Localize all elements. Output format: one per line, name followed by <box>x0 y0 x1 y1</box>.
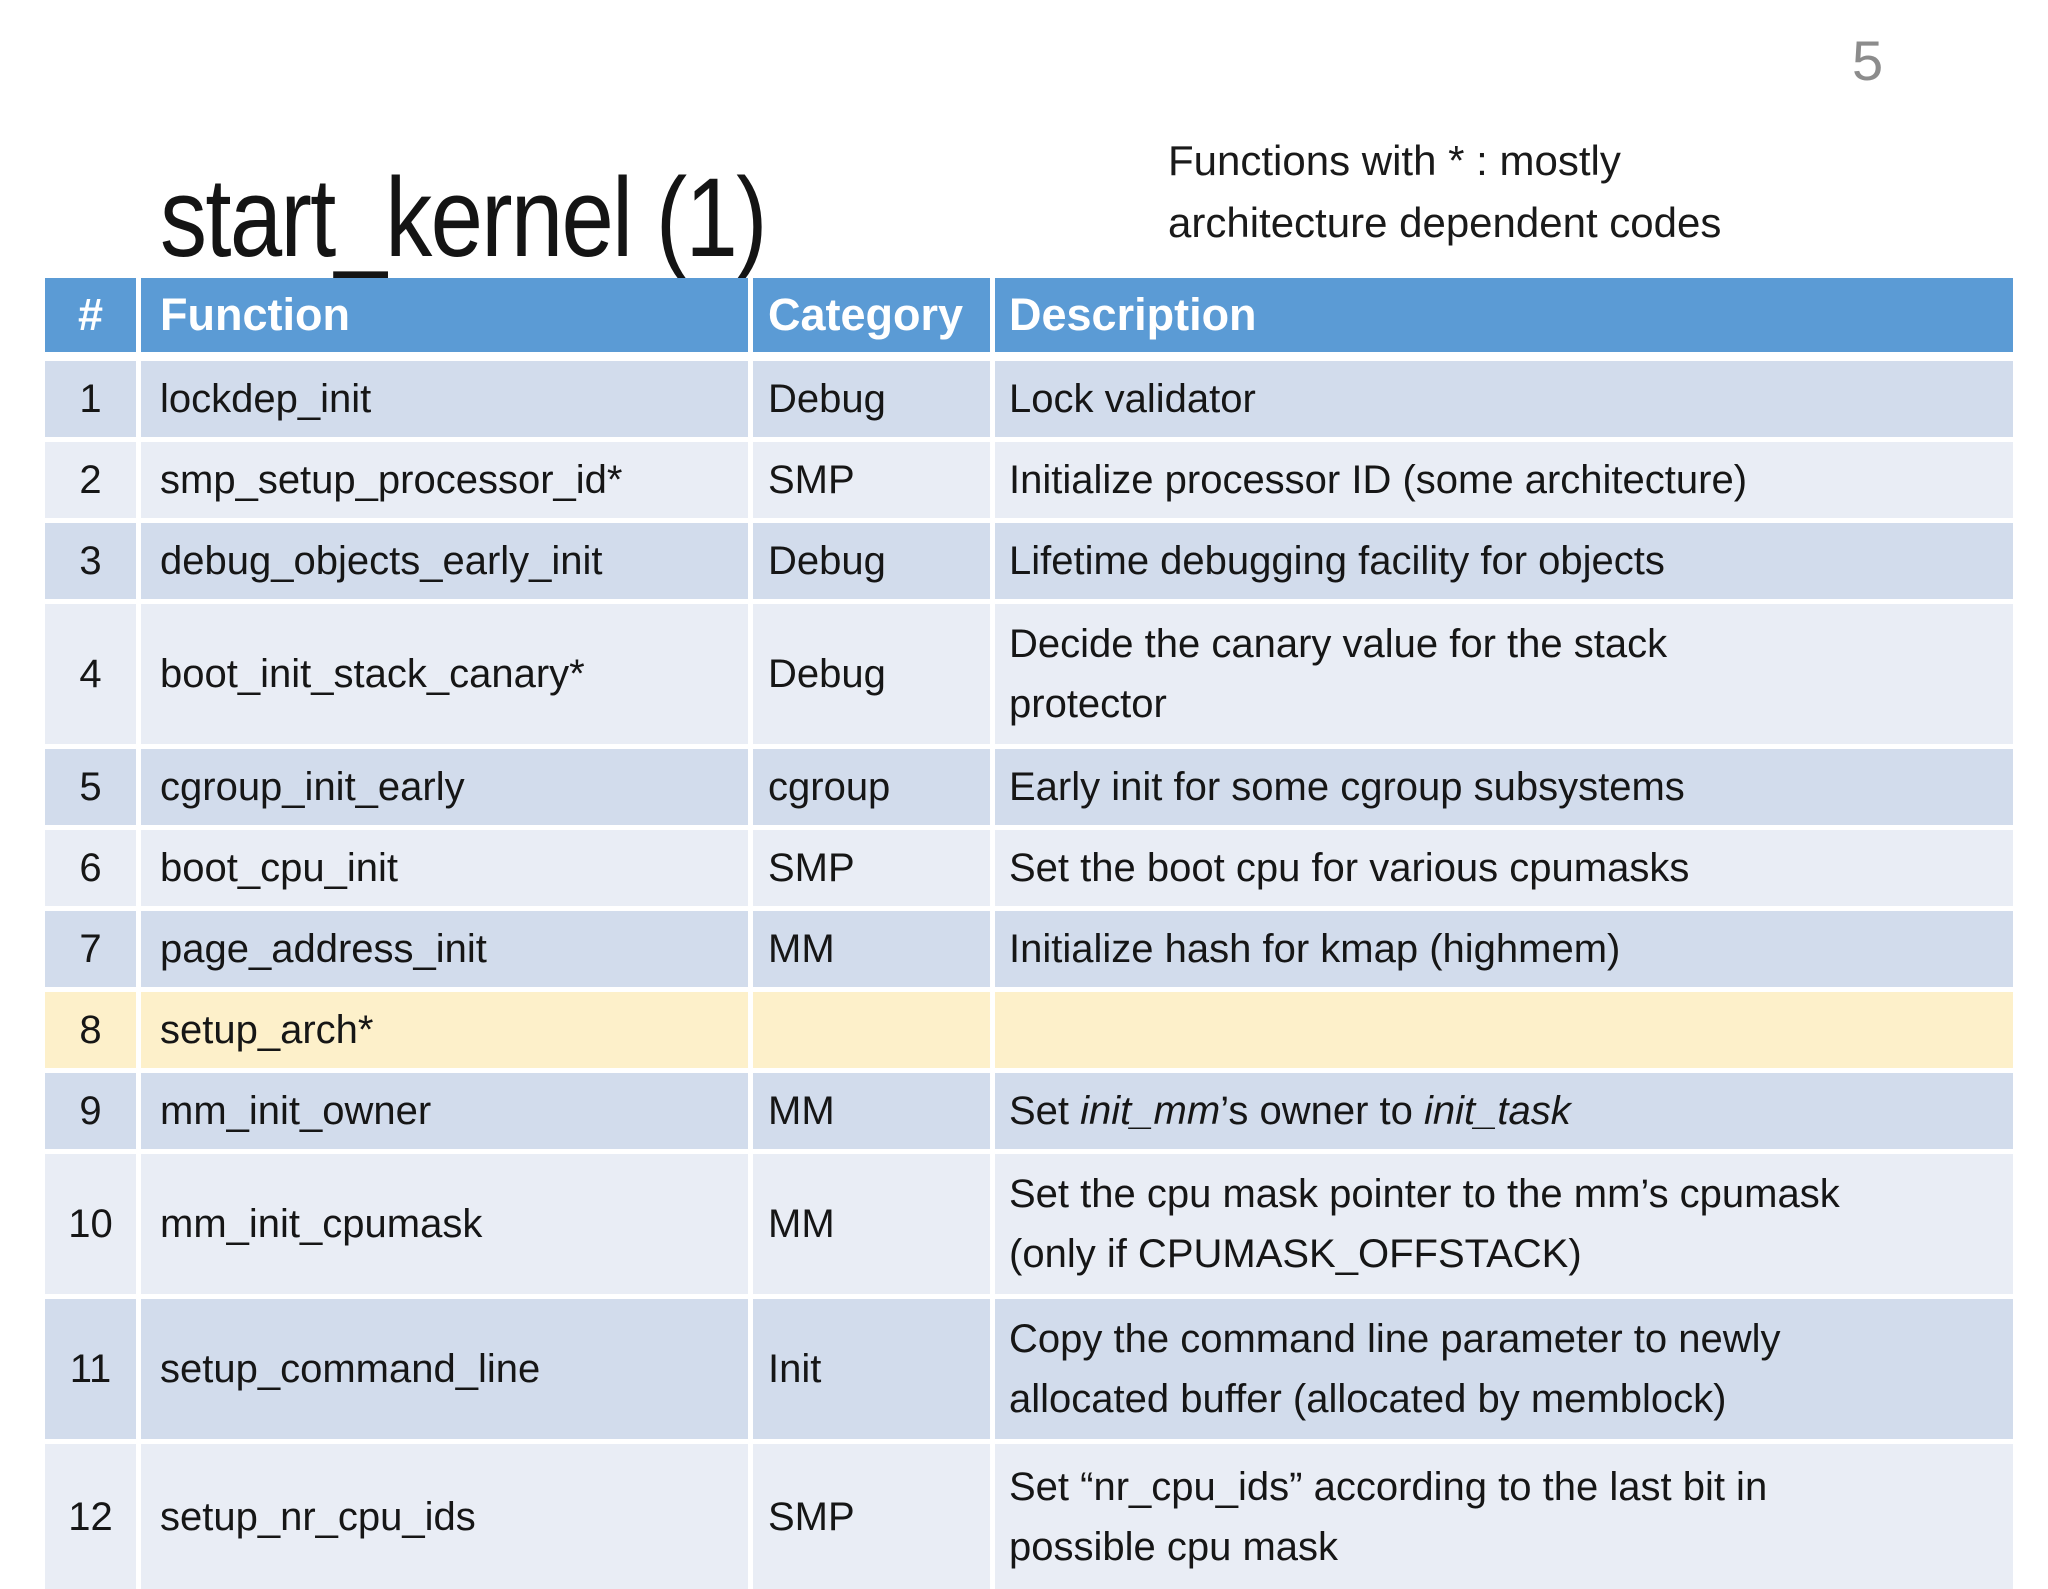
description-segment: Copy the command line parameter to newly <box>1009 1317 1781 1361</box>
row-number-cell: 10 <box>45 1154 141 1299</box>
description-cell: Set the boot cpu for various cpumasks <box>995 830 2013 911</box>
description-segment: Set <box>1009 1089 1081 1133</box>
category-cell: MM <box>753 1154 995 1299</box>
row-number-cell: 2 <box>45 442 141 523</box>
description-cell <box>995 992 2013 1073</box>
table-row: 8 setup_arch* <box>45 992 2013 1073</box>
table-row: 5 cgroup_init_early cgroup Early init for s… <box>45 749 2013 830</box>
description-segment: Early init for some cgroup subsystems <box>1009 765 1685 809</box>
description-segment: allocated buffer (allocated by memblock) <box>1009 1377 1727 1421</box>
function-cell: mm_init_owner <box>141 1073 753 1154</box>
function-cell: cgroup_init_early <box>141 749 753 830</box>
category-cell: SMP <box>753 442 995 523</box>
table-row: 4 boot_init_stack_canary* Debug Decide the … <box>45 604 2013 749</box>
row-number-cell: 11 <box>45 1299 141 1444</box>
row-number-cell: 8 <box>45 992 141 1073</box>
function-cell: setup_command_line <box>141 1299 753 1444</box>
description-segment: possible cpu mask <box>1009 1524 1339 1569</box>
description-segment: Set “nr_cpu_ids” according to the last b… <box>1009 1464 1768 1509</box>
function-cell: smp_setup_processor_id* <box>141 442 753 523</box>
row-number-cell: 1 <box>45 361 141 442</box>
slide-note: Functions with * : mostly architecture d… <box>1168 137 1722 246</box>
description-segment: protector <box>1009 682 1167 726</box>
description-segment: ’s owner to <box>1220 1089 1424 1133</box>
row-number-cell: 4 <box>45 604 141 749</box>
row-number-cell: 12 <box>45 1444 141 1589</box>
description-cell: Set init_mm’s owner to init_task <box>995 1073 2013 1154</box>
table-body: 1 lockdep_init Debug Lock validator 2 smp_set… <box>45 361 2013 1589</box>
function-cell: debug_objects_early_init <box>141 523 753 604</box>
category-cell: MM <box>753 1073 995 1154</box>
description-cell: Lifetime debugging facility for objects <box>995 523 2013 604</box>
function-cell: setup_nr_cpu_ids <box>141 1444 753 1589</box>
category-cell: Debug <box>753 361 995 442</box>
description-cell: Set “nr_cpu_ids” according to the last b… <box>995 1444 2013 1589</box>
description-cell: Lock validator <box>995 361 2013 442</box>
description-segment: Initialize processor ID (some architectu… <box>1009 458 1748 502</box>
category-cell <box>753 992 995 1073</box>
column-header-function: Function <box>141 278 753 361</box>
slide-title: start_kernel (1) <box>160 155 767 281</box>
function-table: # Function Category Description 1 lockdep… <box>45 278 2013 1589</box>
table-row: 6 boot_cpu_init SMP Set the boot cpu for va… <box>45 830 2013 911</box>
description-segment: Decide the canary value for the stack <box>1009 622 1668 666</box>
page-number: 5 <box>1852 29 1884 92</box>
table-header-row: # Function Category Description <box>45 278 2013 361</box>
column-header-category: Category <box>753 278 995 361</box>
category-cell: SMP <box>753 830 995 911</box>
category-cell: SMP <box>753 1444 995 1589</box>
category-cell: MM <box>753 911 995 992</box>
description-cell: Decide the canary value for the stack pro… <box>995 604 2013 749</box>
table-row: 7 page_address_init MM Initialize hash for … <box>45 911 2013 992</box>
function-cell: boot_cpu_init <box>141 830 753 911</box>
table-row: 1 lockdep_init Debug Lock validator <box>45 361 2013 442</box>
row-number-cell: 3 <box>45 523 141 604</box>
function-cell: boot_init_stack_canary* <box>141 604 753 749</box>
description-segment: Lock validator <box>1009 377 1256 421</box>
category-cell: Debug <box>753 604 995 749</box>
table-row: 10 mm_init_cpumask MM Set the cpu mask poin… <box>45 1154 2013 1299</box>
description-italic-segment: init_task <box>1424 1089 1571 1133</box>
table-row: 12 setup_nr_cpu_ids SMP Set “nr_cpu_ids” ac… <box>45 1444 2013 1589</box>
category-cell: Debug <box>753 523 995 604</box>
function-cell: setup_arch* <box>141 992 753 1073</box>
row-number-cell: 7 <box>45 911 141 992</box>
row-number-cell: 5 <box>45 749 141 830</box>
table-row: 11 setup_command_line Init Copy the command… <box>45 1299 2013 1444</box>
table-row: 2 smp_setup_processor_id* SMP Initialize pr… <box>45 442 2013 523</box>
description-italic-segment: init_mm <box>1080 1089 1221 1133</box>
description-cell: Copy the command line parameter to newly… <box>995 1299 2013 1444</box>
description-segment: Set the cpu mask pointer to the mm’s cpu… <box>1009 1172 1840 1216</box>
row-number-cell: 9 <box>45 1073 141 1154</box>
category-cell: cgroup <box>753 749 995 830</box>
description-segment: Lifetime debugging facility for objects <box>1009 539 1665 583</box>
function-cell: lockdep_init <box>141 361 753 442</box>
table-row: 9 mm_init_owner MM Set init_mm’s owner to i… <box>45 1073 2013 1154</box>
description-cell: Early init for some cgroup subsystems <box>995 749 2013 830</box>
function-cell: page_address_init <box>141 911 753 992</box>
column-header-number: # <box>45 278 141 361</box>
column-header-description: Description <box>995 278 2013 361</box>
description-cell: Initialize processor ID (some architectu… <box>995 442 2013 523</box>
description-segment: (only if CPUMASK_OFFSTACK) <box>1009 1232 1582 1276</box>
description-segment: Set the boot cpu for various cpumasks <box>1009 846 1690 890</box>
row-number-cell: 6 <box>45 830 141 911</box>
function-cell: mm_init_cpumask <box>141 1154 753 1299</box>
category-cell: Init <box>753 1299 995 1444</box>
description-cell: Set the cpu mask pointer to the mm’s cpu… <box>995 1154 2013 1299</box>
description-segment: Initialize hash for kmap (highmem) <box>1009 927 1621 971</box>
table-header: # Function Category Description <box>45 278 2013 361</box>
description-cell: Initialize hash for kmap (highmem) <box>995 911 2013 992</box>
table-row: 3 debug_objects_early_init Debug Lifetime d… <box>45 523 2013 604</box>
